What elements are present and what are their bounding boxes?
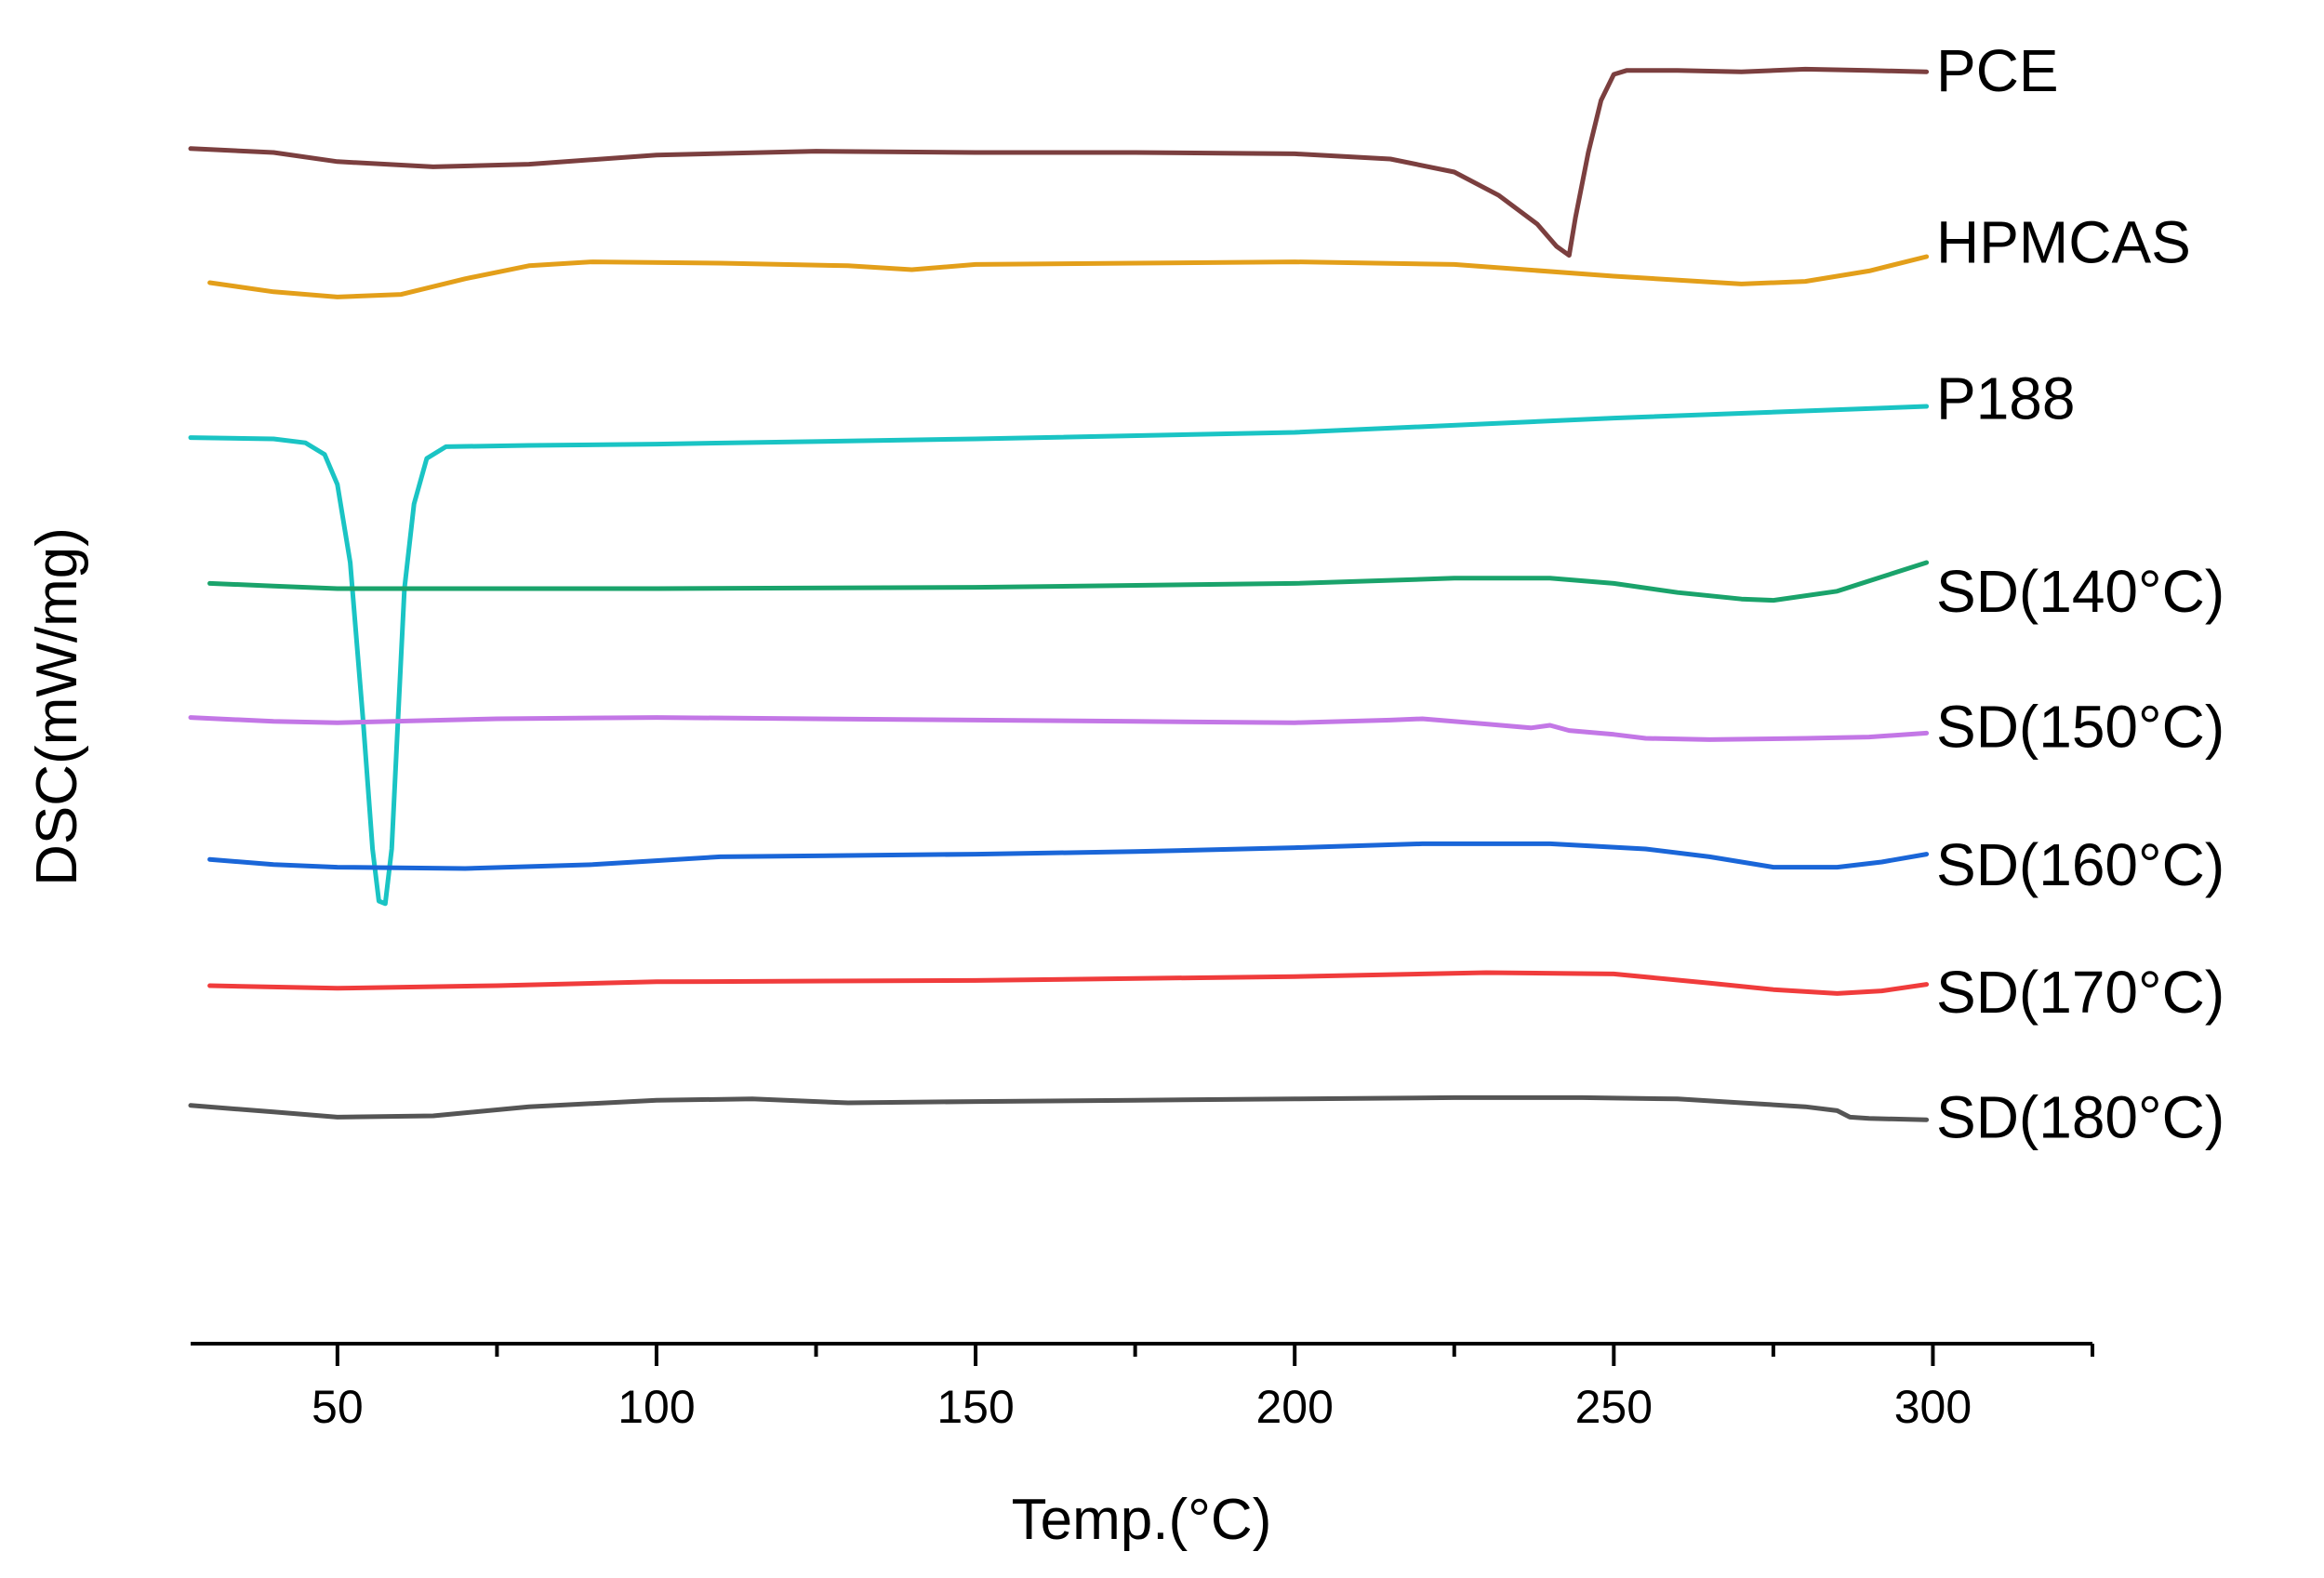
x-ticks: 50 100 150 200 250 300: [312, 1344, 2094, 1433]
series-line-2: [188, 404, 1930, 907]
x-tick-label: 100: [618, 1381, 695, 1433]
series-label-7: SD(180°C): [1936, 1083, 2224, 1150]
x-tick-label: 150: [936, 1381, 1014, 1433]
series-label-5: SD(160°C): [1936, 831, 2224, 898]
x-tick-label: 300: [1894, 1381, 1972, 1433]
series-label-2: P188: [1936, 365, 2075, 432]
x-tick-label: 50: [312, 1381, 364, 1433]
x-tick-label: 200: [1255, 1381, 1333, 1433]
series-lines: [188, 66, 1930, 1122]
series-line-5: [207, 841, 1930, 871]
series-line-4: [188, 715, 1930, 742]
series-label-4: SD(150°C): [1936, 693, 2224, 760]
series-line-3: [207, 560, 1930, 603]
series-label-1: HPMCAS: [1936, 209, 2191, 276]
series-label-6: SD(170°C): [1936, 959, 2224, 1026]
y-axis-title: DSC(mW/mg): [25, 527, 89, 886]
series-label-0: PCE: [1936, 37, 2059, 104]
x-tick-label: 250: [1575, 1381, 1653, 1433]
series-label-3: SD(140°C): [1936, 558, 2224, 625]
series-labels: PCE HPMCAS P188 SD(140°C) SD(150°C) SD(160°C)…: [1936, 37, 2224, 1151]
series-line-0: [188, 66, 1930, 259]
x-axis-title: Temp.(°C): [1012, 1488, 1272, 1552]
series-line-1: [207, 254, 1930, 299]
series-line-7: [188, 1094, 1930, 1122]
series-line-6: [207, 970, 1930, 996]
x-axis: 50 100 150 200 250 300 Temp.(°C): [191, 1342, 2094, 1552]
